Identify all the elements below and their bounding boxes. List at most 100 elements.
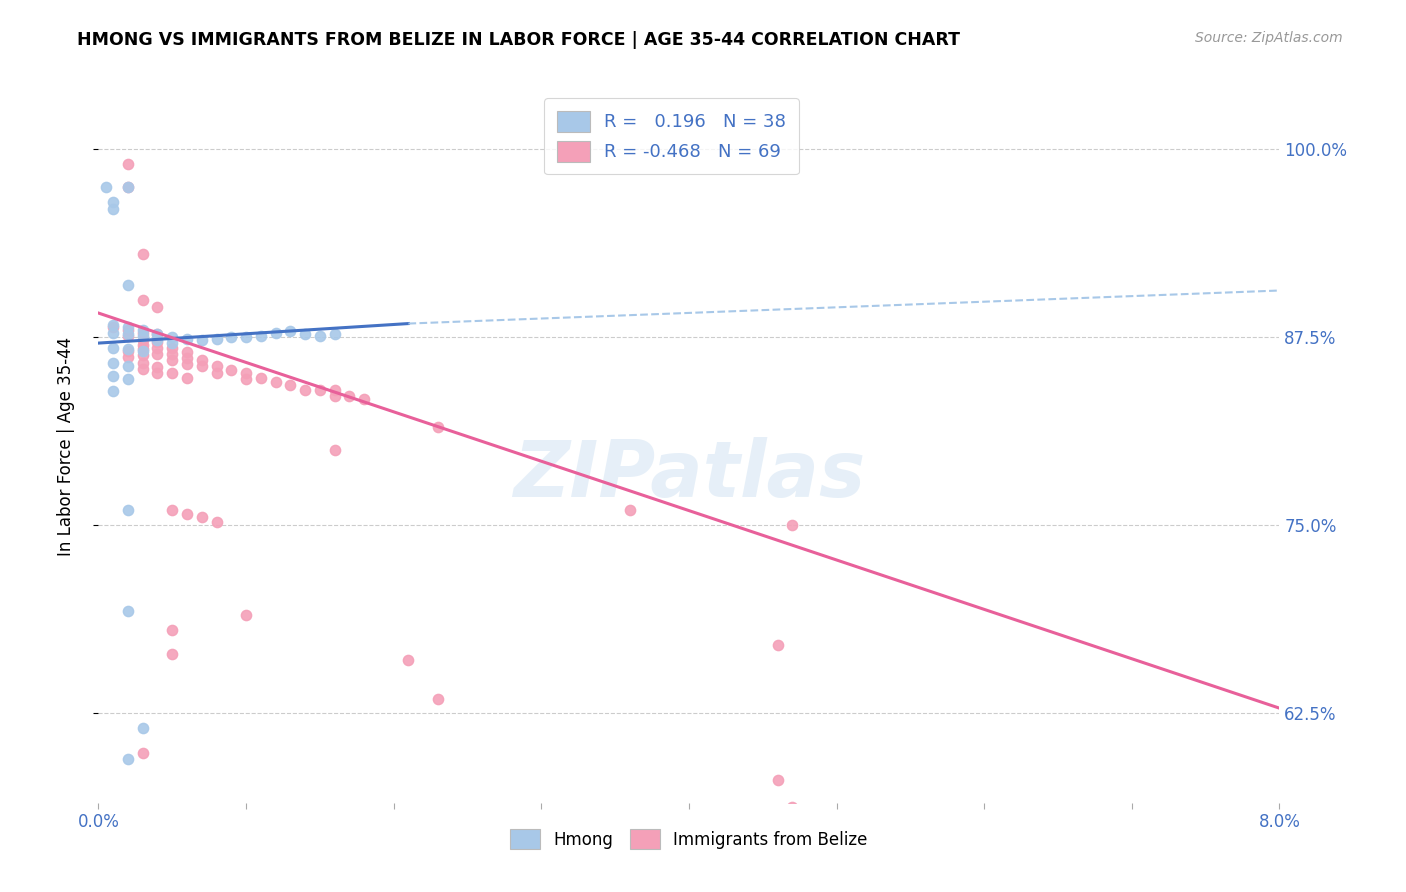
Y-axis label: In Labor Force | Age 35-44: In Labor Force | Age 35-44 <box>56 336 75 556</box>
Point <box>294 327 316 342</box>
Point <box>117 372 139 386</box>
Point <box>146 327 169 342</box>
Point <box>103 202 125 217</box>
Point <box>221 363 243 377</box>
Point <box>146 334 169 349</box>
Point <box>191 333 214 347</box>
Point <box>235 607 257 622</box>
Point <box>132 247 155 261</box>
Point <box>132 342 155 356</box>
Point <box>132 721 155 735</box>
Point <box>427 420 450 434</box>
Point <box>323 389 346 403</box>
Point <box>94 179 117 194</box>
Point <box>103 326 125 340</box>
Point <box>162 341 183 355</box>
Point <box>782 811 804 825</box>
Point <box>146 366 169 380</box>
Point <box>339 389 361 403</box>
Point <box>117 350 139 364</box>
Point <box>162 352 183 367</box>
Point <box>280 324 302 338</box>
Point <box>205 366 228 380</box>
Point <box>176 508 198 522</box>
Point <box>132 746 155 760</box>
Point <box>103 319 125 334</box>
Legend: Hmong, Immigrants from Belize: Hmong, Immigrants from Belize <box>501 820 877 859</box>
Point <box>782 517 804 532</box>
Point <box>103 369 125 384</box>
Point <box>117 343 139 358</box>
Point <box>146 360 169 375</box>
Point <box>117 752 139 766</box>
Point <box>309 328 332 343</box>
Point <box>235 372 257 386</box>
Point <box>162 503 183 517</box>
Point <box>619 503 641 517</box>
Text: Source: ZipAtlas.com: Source: ZipAtlas.com <box>1195 31 1343 45</box>
Point <box>117 503 139 517</box>
Point <box>132 343 155 358</box>
Point <box>146 346 169 360</box>
Point <box>117 322 139 336</box>
Point <box>146 300 169 314</box>
Point <box>117 179 139 194</box>
Point <box>235 366 257 380</box>
Point <box>117 319 139 334</box>
Point <box>132 337 155 351</box>
Point <box>176 370 198 384</box>
Point <box>264 326 287 340</box>
Point <box>117 157 139 171</box>
Point <box>103 341 125 355</box>
Point <box>280 378 302 392</box>
Point <box>264 375 287 389</box>
Point <box>103 318 125 332</box>
Point <box>353 392 375 406</box>
Point <box>162 366 183 380</box>
Point <box>132 322 155 336</box>
Point <box>117 328 139 343</box>
Point <box>117 327 139 342</box>
Point <box>398 653 420 667</box>
Point <box>103 356 125 370</box>
Text: ZIPatlas: ZIPatlas <box>513 436 865 513</box>
Point <box>294 383 316 397</box>
Point <box>162 647 183 661</box>
Point <box>176 332 198 346</box>
Point <box>766 773 789 788</box>
Point <box>235 330 257 344</box>
Point <box>221 330 243 344</box>
Point <box>132 326 155 340</box>
Point <box>132 361 155 376</box>
Point <box>132 293 155 307</box>
Point <box>162 336 183 351</box>
Point <box>323 383 346 397</box>
Point <box>205 515 228 529</box>
Point <box>205 332 228 346</box>
Point <box>191 352 214 367</box>
Point <box>427 692 450 706</box>
Point <box>323 442 346 457</box>
Point <box>146 327 169 342</box>
Point <box>309 383 332 397</box>
Point <box>323 327 346 342</box>
Point <box>176 357 198 371</box>
Point <box>117 342 139 356</box>
Point <box>191 510 214 524</box>
Point <box>205 359 228 373</box>
Point <box>132 333 155 347</box>
Point <box>103 194 125 209</box>
Point <box>176 345 198 359</box>
Point <box>766 638 789 652</box>
Point <box>132 356 155 370</box>
Point <box>132 348 155 362</box>
Point <box>103 384 125 399</box>
Point <box>250 328 273 343</box>
Point <box>162 346 183 360</box>
Point <box>191 359 214 373</box>
Point <box>132 328 155 343</box>
Point <box>162 330 183 344</box>
Point <box>162 623 183 637</box>
Point <box>782 800 804 814</box>
Point <box>117 179 139 194</box>
